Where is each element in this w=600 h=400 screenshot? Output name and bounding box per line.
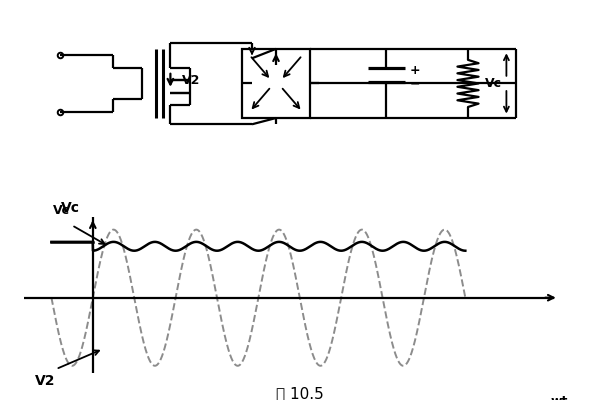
Bar — [242, 49, 310, 118]
Text: 图 10.5: 图 10.5 — [276, 386, 324, 400]
Text: Vc: Vc — [53, 204, 70, 217]
Text: +: + — [409, 64, 420, 77]
Text: V2: V2 — [182, 74, 201, 87]
Text: −: − — [409, 78, 420, 90]
Text: Vc: Vc — [61, 201, 80, 215]
Text: Vc: Vc — [485, 77, 502, 90]
Text: V2: V2 — [35, 374, 55, 388]
Text: wt: wt — [551, 395, 568, 400]
